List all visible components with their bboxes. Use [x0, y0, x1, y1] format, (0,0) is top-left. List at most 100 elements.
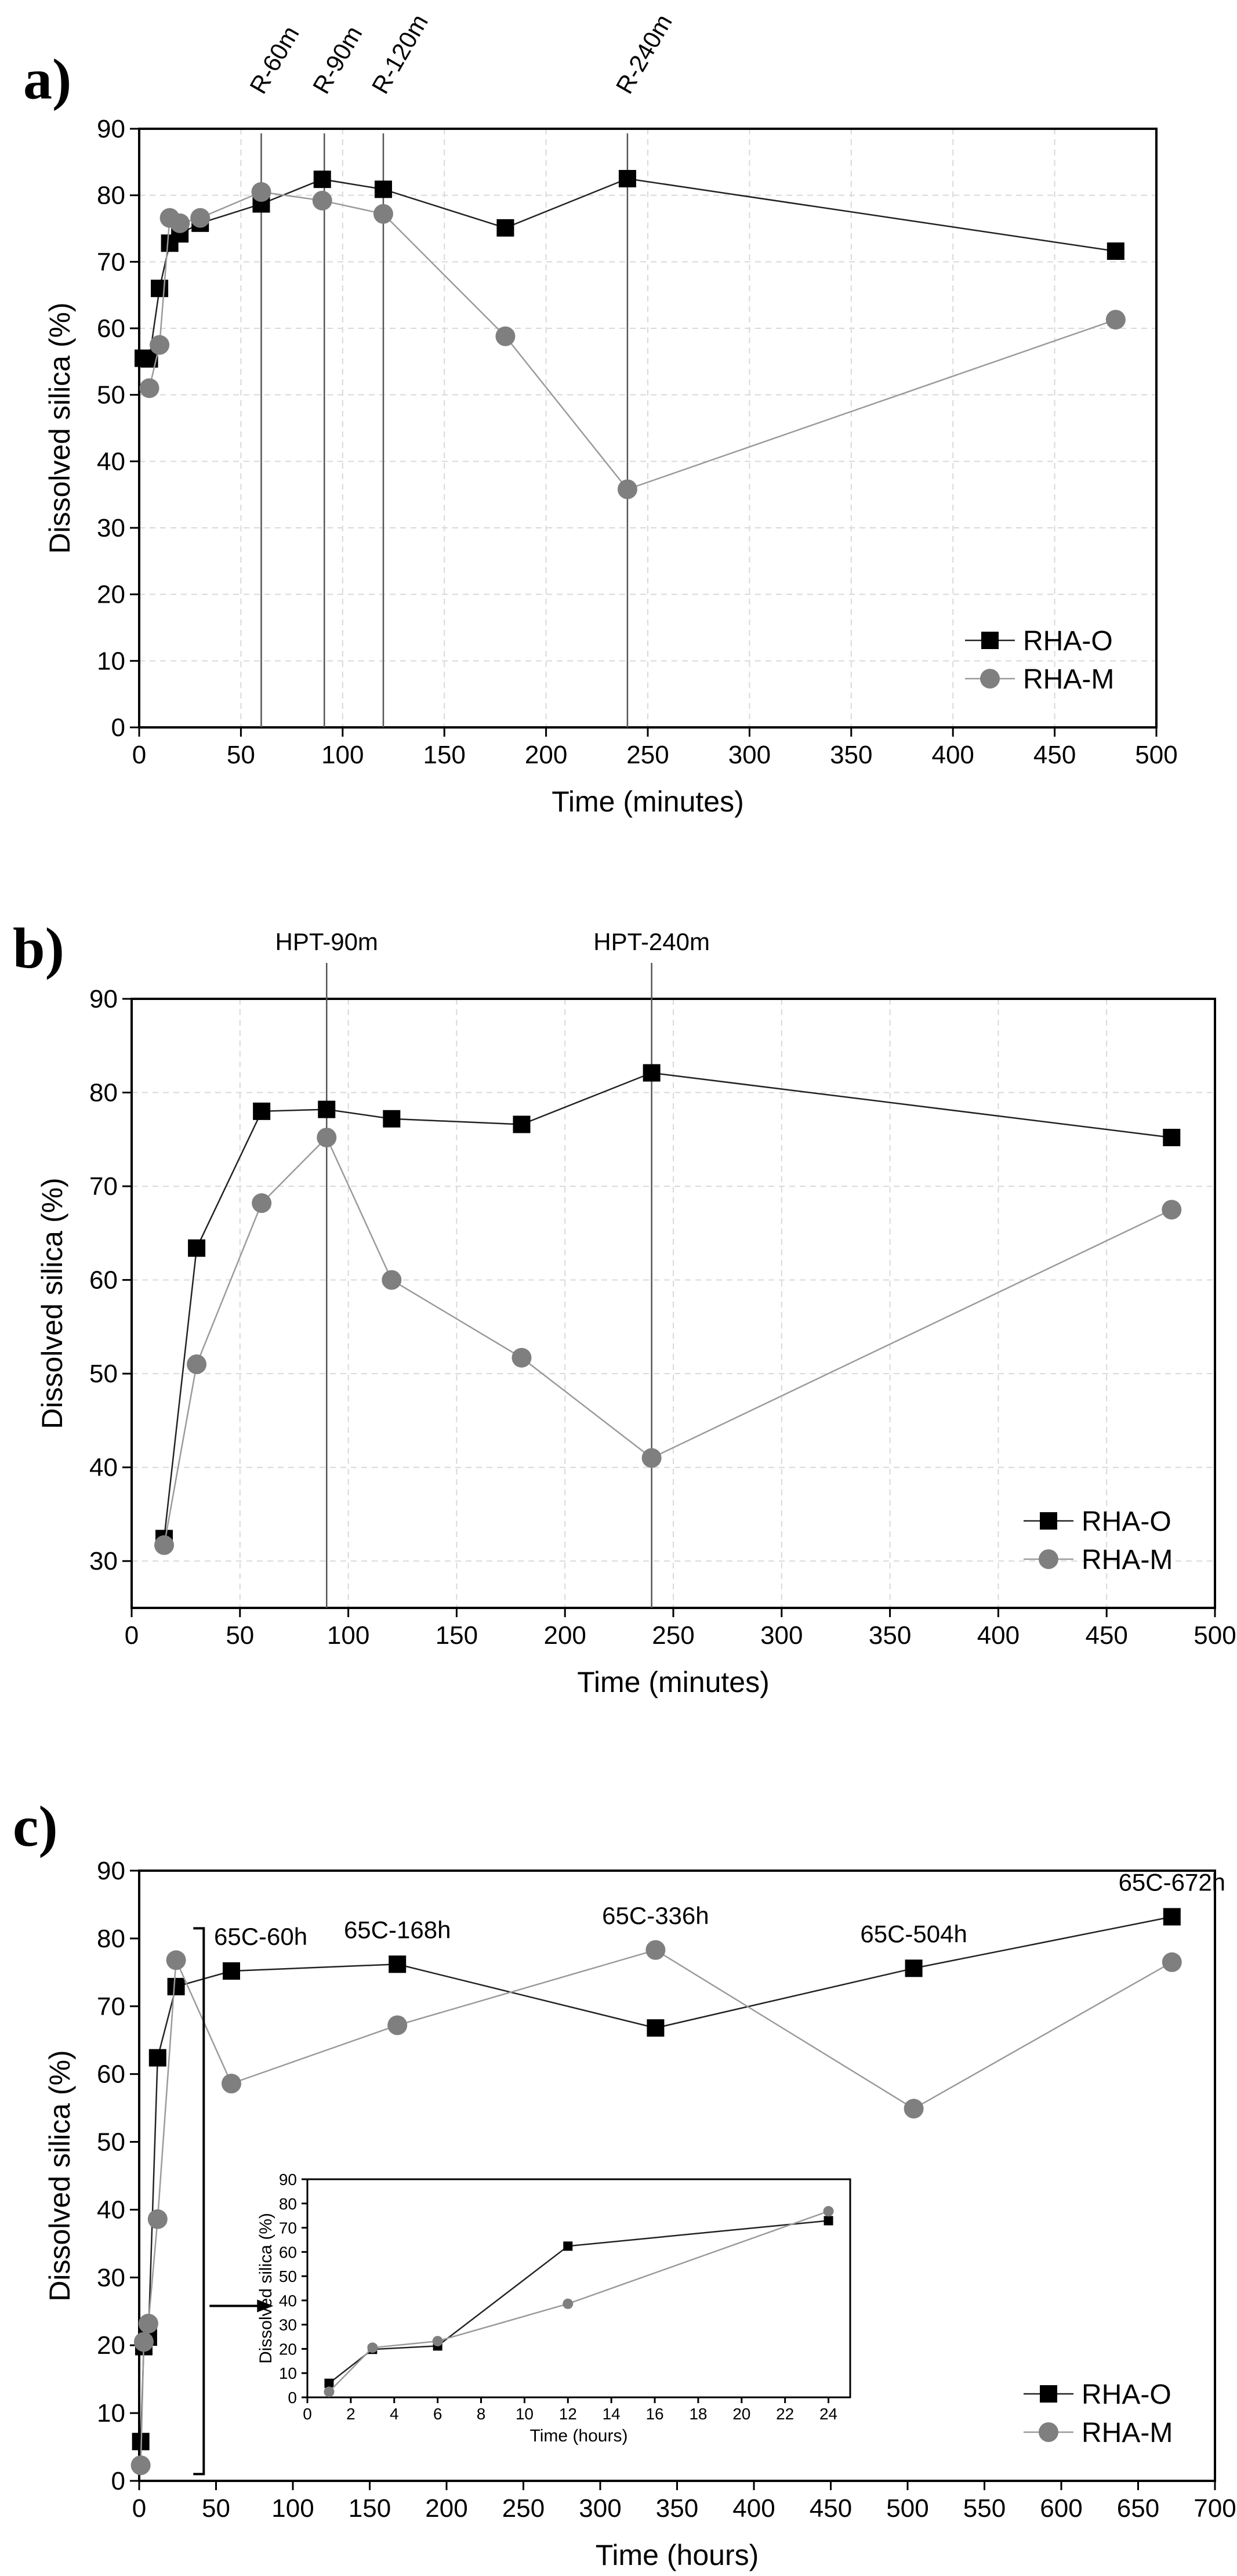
- y-axis-title: Dissolved silica (%): [43, 2050, 76, 2301]
- x-tick-label: 400: [732, 2494, 775, 2523]
- point-rha-m: [147, 2209, 168, 2229]
- x-tick-label: 500: [1135, 741, 1177, 769]
- inset-point-rha-m: [367, 2342, 378, 2353]
- y-axis-title: Dissolved silica (%): [43, 302, 76, 553]
- x-tick-label: 350: [656, 2494, 698, 2523]
- point-rha-o: [496, 219, 514, 237]
- x-axis-title: Time (hours): [596, 2539, 759, 2571]
- point-rha-m: [130, 2455, 151, 2476]
- x-tick-label: 400: [931, 741, 974, 769]
- x-tick-label: 50: [226, 1621, 254, 1650]
- line-rha-o: [143, 177, 1116, 360]
- x-tick-label: 550: [963, 2494, 1006, 2523]
- inset-x-tick-label: 10: [516, 2405, 534, 2423]
- bracket: [193, 1927, 205, 2476]
- legend-label-rha-o: RHA-O: [1082, 2379, 1171, 2410]
- point-rha-o: [1107, 242, 1124, 260]
- y-tick-label: 70: [97, 1992, 125, 2021]
- inset-y-tick-label: 0: [288, 2389, 297, 2407]
- series-rha-m: [154, 1128, 1182, 1555]
- line-rha-o: [163, 1072, 1172, 1539]
- legend-label-rha-o: RHA-O: [1023, 626, 1113, 657]
- point-label: 65C-336h: [602, 1902, 709, 1929]
- y-tick-label: 30: [97, 2263, 125, 2292]
- point-rha-o: [618, 170, 636, 187]
- reference-label: R-240m: [611, 9, 677, 98]
- point-rha-m: [387, 2015, 408, 2035]
- y-axis-title: Dissolved silica (%): [36, 1178, 68, 1429]
- legend: RHA-O RHA-M: [1024, 2379, 1173, 2448]
- y-tick-label: 90: [97, 1857, 125, 1885]
- y-tick-label: 40: [89, 1454, 118, 1482]
- x-tick-label: 300: [760, 1621, 803, 1650]
- y-tick-label: 60: [97, 314, 125, 343]
- point-rha-m: [373, 204, 393, 224]
- inset-x-tick-label: 6: [433, 2405, 442, 2423]
- x-tick-label: 0: [125, 1621, 139, 1650]
- legend-label-rha-m: RHA-M: [1082, 2418, 1173, 2448]
- legend-marker-square: [1040, 1512, 1057, 1530]
- inset-x-axis-title: Time (hours): [530, 2426, 628, 2445]
- legend-label-rha-m: RHA-M: [1023, 664, 1114, 695]
- x-tick-label: 350: [869, 1621, 911, 1650]
- y-tick-label: 40: [97, 2195, 125, 2224]
- point-label: 65C-504h: [860, 1920, 967, 1947]
- line-rha-m: [148, 191, 1116, 490]
- inset-plot-frame: [306, 2178, 851, 2399]
- inset-x-tick-label: 18: [689, 2405, 707, 2423]
- inset-x-tick-label: 0: [303, 2405, 312, 2423]
- point-rha-o: [905, 1959, 923, 1977]
- inset-y-tick-label: 40: [279, 2292, 297, 2310]
- y-tick-label: 50: [97, 381, 125, 410]
- y-tick-label: 80: [97, 1925, 125, 1953]
- inset-background: [307, 2179, 850, 2397]
- inset-point-rha-m: [823, 2206, 834, 2217]
- x-tick-label: 250: [626, 741, 669, 769]
- point-rha-m: [382, 1270, 402, 1290]
- x-tick-label: 450: [1033, 741, 1076, 769]
- inset-x-tick-label: 2: [346, 2405, 355, 2423]
- inset-y-tick-label: 10: [279, 2364, 297, 2382]
- point-rha-o: [383, 1110, 401, 1128]
- legend: RHA-O RHA-M: [965, 626, 1114, 695]
- series-rha-o: [135, 170, 1124, 368]
- point-rha-m: [222, 2074, 241, 2094]
- inset-x-tick-label: 16: [645, 2405, 663, 2423]
- point-rha-o: [374, 180, 392, 198]
- point-rha-m: [138, 2313, 158, 2334]
- point-rha-m: [617, 479, 637, 499]
- x-axis-title: Time (minutes): [552, 785, 744, 818]
- panel-label: b): [13, 916, 64, 980]
- inset-x-tick-label: 8: [477, 2405, 486, 2423]
- point-rha-m: [190, 208, 211, 228]
- legend-marker-square: [981, 632, 999, 649]
- point-rha-o: [223, 1962, 240, 1980]
- y-tick-label: 80: [97, 182, 125, 210]
- point-rha-o: [643, 1064, 661, 1082]
- panel-label: c): [13, 1794, 58, 1858]
- inset-x-tick-label: 14: [603, 2405, 621, 2423]
- x-tick-label: 50: [227, 741, 255, 769]
- x-tick-label: 500: [886, 2494, 928, 2523]
- inset-y-tick-label: 30: [279, 2316, 297, 2334]
- inset-point-rha-m: [324, 2386, 335, 2397]
- inset-y-tick-label: 70: [279, 2219, 297, 2237]
- point-rha-m: [154, 1535, 175, 1555]
- arrow-head: [257, 2299, 274, 2313]
- x-tick-label: 100: [271, 2494, 314, 2523]
- point-rha-o: [513, 1115, 531, 1133]
- point-rha-m: [512, 1347, 532, 1368]
- x-tick-label: 250: [652, 1621, 694, 1650]
- legend-marker-circle: [1039, 1549, 1058, 1569]
- point-rha-m: [317, 1128, 337, 1148]
- reference-label: HPT-90m: [275, 928, 378, 955]
- point-rha-m: [252, 1193, 272, 1213]
- y-tick-label: 0: [111, 713, 125, 742]
- point-rha-m: [166, 1950, 186, 1970]
- point-label: 65C-168h: [344, 1916, 451, 1943]
- legend-label-rha-o: RHA-O: [1082, 1506, 1171, 1537]
- inset-x-tick-label: 4: [390, 2405, 399, 2423]
- y-tick-label: 50: [97, 2128, 125, 2157]
- x-tick-label: 450: [810, 2494, 852, 2523]
